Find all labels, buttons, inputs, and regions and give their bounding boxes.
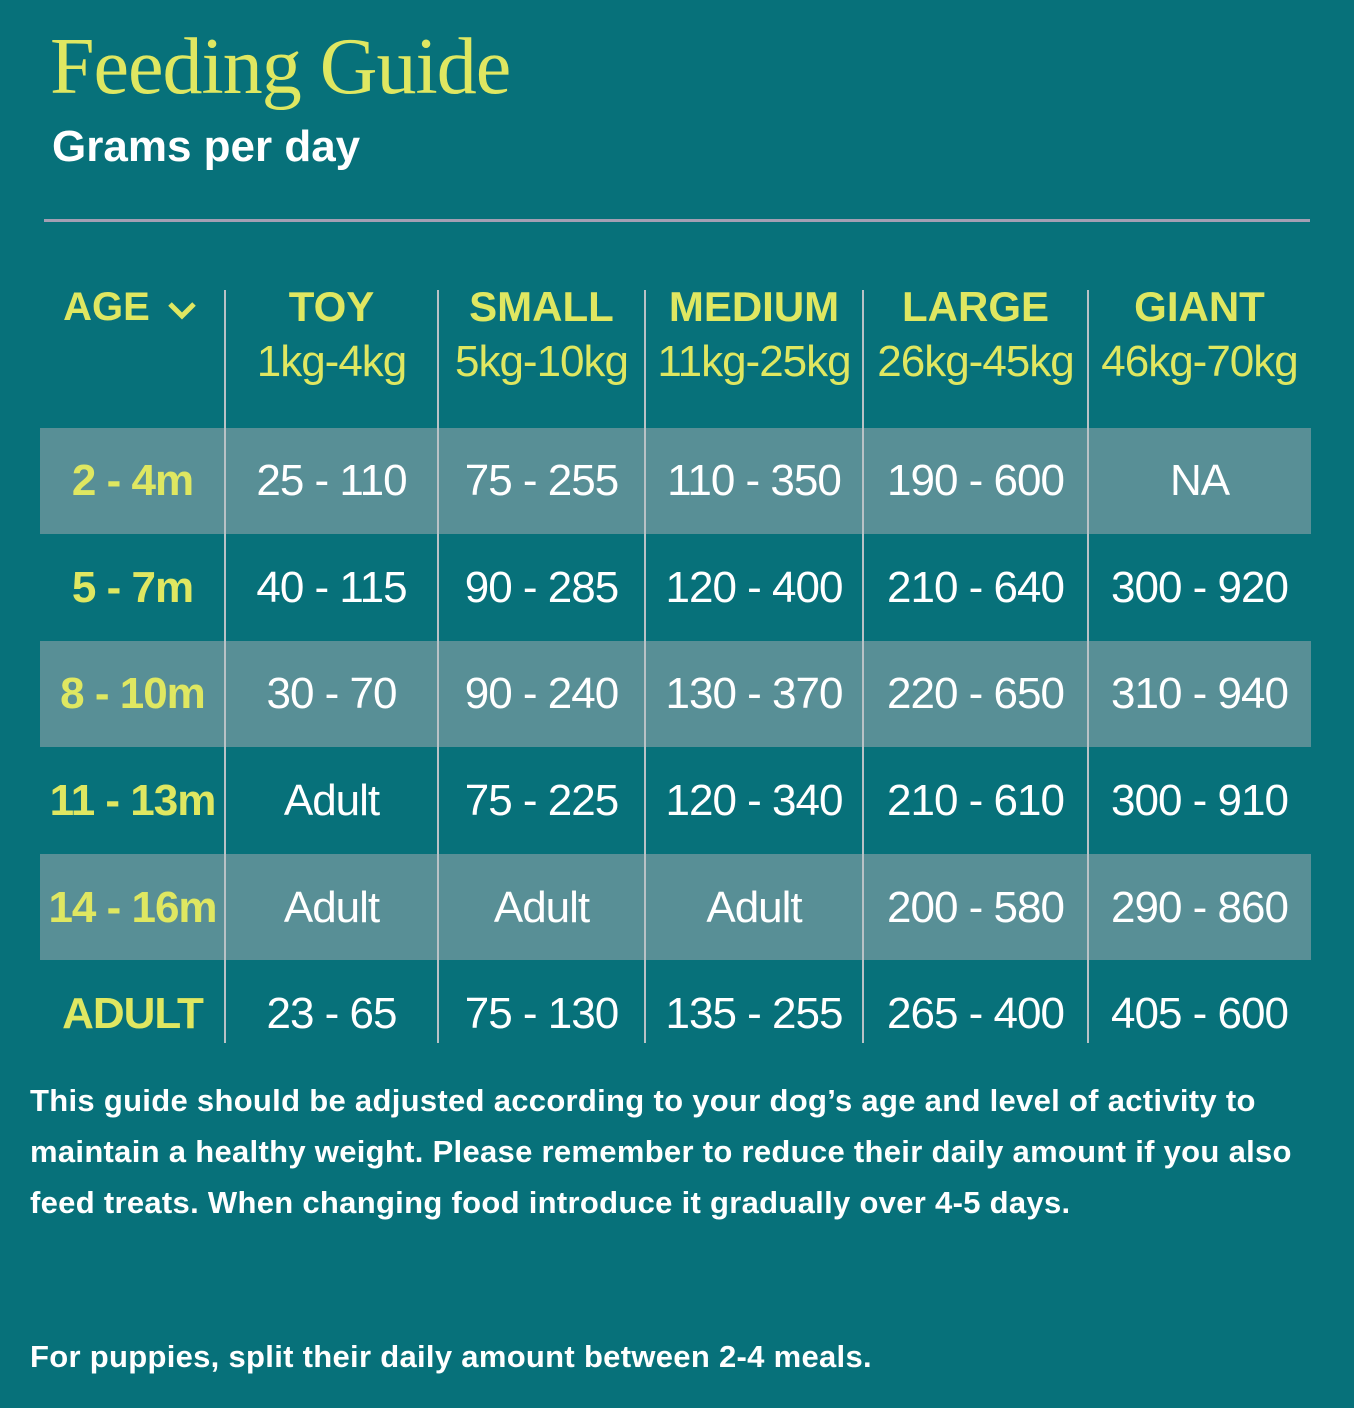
table-cell: 75 - 130 <box>464 989 619 1039</box>
weight-range: 11kg-25kg <box>657 337 851 386</box>
row-band <box>40 854 1311 961</box>
size-label: TOY <box>288 283 375 330</box>
weight-range: 26kg-45kg <box>877 337 1074 386</box>
table-cell: 90 - 240 <box>464 669 619 719</box>
column-divider <box>1087 290 1089 1043</box>
age-header-text: AGE <box>63 285 150 329</box>
size-label: SMALL <box>469 283 614 330</box>
table-cell: 210 - 610 <box>887 776 1065 826</box>
column-header: SMALL 5kg-10kg <box>438 283 645 387</box>
table-cell: 110 - 350 <box>667 456 842 506</box>
age-label: 5 - 7m <box>71 562 194 612</box>
age-label: ADULT <box>62 989 204 1039</box>
table-cell: 405 - 600 <box>1111 989 1289 1039</box>
age-header: AGE <box>60 285 200 330</box>
size-label: GIANT <box>1134 283 1265 330</box>
size-label: LARGE <box>902 283 1049 330</box>
column-divider <box>644 290 646 1043</box>
table-cell: 120 - 400 <box>665 562 844 612</box>
table-cell: 25 - 110 <box>256 456 407 506</box>
table-cell: Adult <box>493 882 590 932</box>
column-header: MEDIUM 11kg-25kg <box>645 283 863 387</box>
column-header: TOY 1kg-4kg <box>225 283 438 387</box>
table-cell: 75 - 255 <box>464 456 619 506</box>
row-band <box>40 428 1311 534</box>
table-cell: Adult <box>706 882 802 932</box>
age-label: 14 - 16m <box>48 882 217 932</box>
size-label: MEDIUM <box>668 283 840 330</box>
table-cell: 300 - 920 <box>1111 562 1289 612</box>
table-cell: 75 - 225 <box>464 776 619 826</box>
table-cell: NA <box>1169 456 1230 506</box>
table-cell: 300 - 910 <box>1111 776 1289 826</box>
title: Feeding Guide <box>50 23 511 111</box>
table-cell: Adult <box>283 882 380 932</box>
note-paragraph: For puppies, split their daily amount be… <box>30 1339 872 1374</box>
table-cell: 310 - 940 <box>1111 669 1289 719</box>
table-cell: 90 - 285 <box>464 562 619 612</box>
column-divider <box>437 290 439 1043</box>
column-divider <box>224 290 226 1043</box>
divider <box>44 219 1310 222</box>
table-cell: 220 - 650 <box>887 669 1065 719</box>
chevron <box>168 302 196 320</box>
age-label: 2 - 4m <box>71 456 194 506</box>
age-label: 8 - 10m <box>60 669 206 719</box>
table-cell: 200 - 580 <box>887 882 1065 932</box>
table-cell: Adult <box>283 776 380 826</box>
weight-range: 46kg-70kg <box>1101 337 1298 386</box>
column-divider <box>862 290 864 1043</box>
table-cell: 120 - 340 <box>665 776 844 826</box>
table-cell: 190 - 600 <box>887 456 1065 506</box>
table-cell: 23 - 65 <box>266 989 398 1039</box>
subtitle: Grams per day <box>52 122 361 171</box>
table-cell: 130 - 370 <box>665 669 844 719</box>
table-cell: 135 - 255 <box>665 989 844 1039</box>
table-cell: 40 - 115 <box>256 562 407 612</box>
note-paragraph: This guide should be adjusted according … <box>30 1083 1292 1220</box>
table-cell: 30 - 70 <box>266 669 398 719</box>
column-header: LARGE 26kg-45kg <box>863 283 1088 387</box>
row-band <box>40 641 1311 748</box>
table-cell: 290 - 860 <box>1111 882 1289 932</box>
column-header: GIANT 46kg-70kg <box>1088 283 1311 387</box>
table-cell: 210 - 640 <box>887 562 1065 612</box>
weight-range: 5kg-10kg <box>454 337 629 386</box>
table-cell: 265 - 400 <box>887 989 1065 1039</box>
weight-range: 1kg-4kg <box>256 337 408 386</box>
age-label: 11 - 13m <box>49 776 217 826</box>
